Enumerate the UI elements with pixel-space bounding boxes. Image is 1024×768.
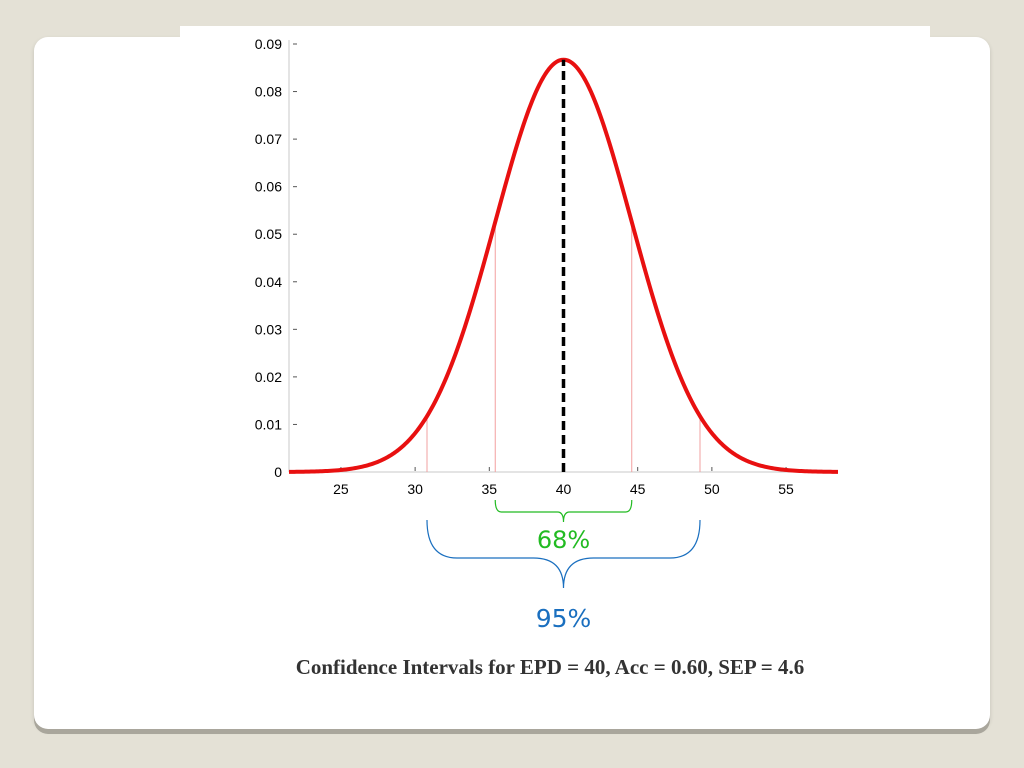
bracket-label: 95% [536,604,592,633]
y-tick-label: 0.02 [255,369,282,385]
bracket-label: 68% [537,526,590,554]
bracket-95-percent [426,519,701,589]
chart-caption: Confidence Intervals for EPD = 40, Acc =… [295,655,805,679]
x-tick-label: 55 [778,481,794,497]
slide-top-strip [180,26,930,38]
y-tick-label: 0.04 [255,274,282,290]
x-tick-label: 40 [556,481,572,497]
y-tick-label: 0.07 [255,131,282,147]
y-tick-label: 0.03 [255,321,282,337]
y-tick-label: 0.08 [255,84,282,100]
slide-card [34,37,990,729]
x-tick-label: 50 [704,481,720,497]
y-tick-label: 0.06 [255,179,282,195]
bracket-68-percent [494,499,633,523]
x-tick-label: 35 [482,481,498,497]
chart-brackets: 68% 95% [426,499,701,633]
density-curve [288,57,839,474]
x-tick-label: 30 [407,481,423,497]
y-tick-label: 0.01 [255,416,282,432]
chart-tick-labels: 0 0.01 0.02 0.03 0.04 0.05 0.06 0.07 0.08 0.09 25 3… [255,36,794,497]
y-tick-label: 0.09 [255,36,282,52]
y-tick-label: 0 [274,464,282,480]
chart-marks [288,57,839,474]
x-tick-label: 25 [333,481,349,497]
x-tick-label: 45 [630,481,646,497]
y-tick-label: 0.05 [255,226,282,242]
